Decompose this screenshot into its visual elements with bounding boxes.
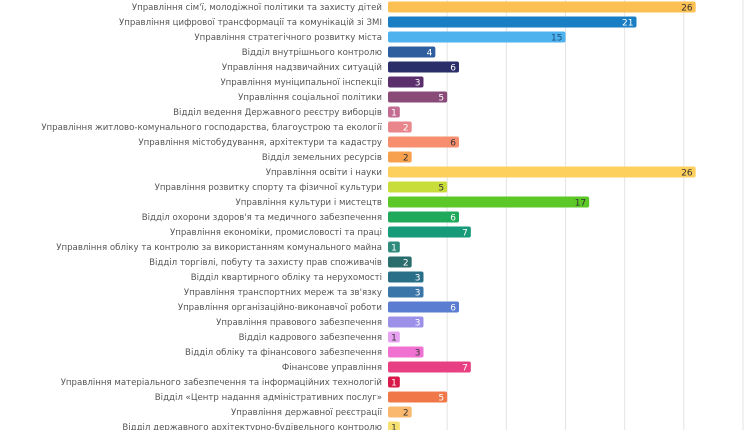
value-label: 3 <box>415 288 421 298</box>
category-label: Управління транспортних мереж та зв'язку <box>184 288 382 298</box>
value-label: 26 <box>681 168 693 178</box>
value-label: 5 <box>438 93 444 103</box>
bar <box>388 196 590 208</box>
bar <box>388 121 412 133</box>
category-label: Управління державної реєстрації <box>231 408 383 418</box>
category-label: Відділ обліку та фінансового забезпеченн… <box>185 348 382 358</box>
value-label: 7 <box>462 363 468 373</box>
bar <box>388 241 400 253</box>
value-label: 3 <box>415 348 421 358</box>
category-label: Управління обліку та контролю за викорис… <box>56 243 382 253</box>
value-label: 7 <box>462 228 468 238</box>
value-label: 6 <box>450 213 456 223</box>
bar <box>388 76 424 88</box>
value-label: 1 <box>391 423 397 430</box>
category-label: Відділ внутрішнього контролю <box>242 48 382 58</box>
value-label: 2 <box>403 258 409 268</box>
category-label: Відділ квартирного обліку та нерухомості <box>191 273 382 283</box>
value-label: 21 <box>622 18 633 28</box>
bar <box>388 316 424 328</box>
value-label: 2 <box>403 408 409 418</box>
bar <box>388 31 566 43</box>
category-label: Управління організаційно-виконавчої робо… <box>178 303 382 313</box>
bar <box>388 376 400 388</box>
value-label: 26 <box>681 3 693 13</box>
value-label: 5 <box>438 183 444 193</box>
bar <box>388 166 696 178</box>
bar <box>388 421 400 430</box>
value-label: 6 <box>450 63 456 73</box>
category-label: Управління розвитку спорту та фізичної к… <box>155 183 382 193</box>
category-label: Управління сім'ї, молодіжної політики та… <box>132 3 382 13</box>
value-label: 2 <box>403 153 409 163</box>
value-label: 6 <box>450 303 456 313</box>
category-label: Відділ ведення Державного реєстру виборц… <box>173 108 382 118</box>
value-label: 1 <box>391 333 397 343</box>
category-label: Управління соціальної політики <box>238 93 382 103</box>
bar <box>388 391 448 403</box>
category-label: Відділ державного архітектурно-будівельн… <box>122 423 382 430</box>
bar <box>388 286 424 298</box>
category-label: Управління містобудування, архітектури т… <box>138 138 382 148</box>
category-label: Управління стратегічного розвитку міста <box>194 33 382 43</box>
value-label: 5 <box>438 393 444 403</box>
bar <box>388 1 696 13</box>
bar <box>388 46 436 58</box>
value-label: 1 <box>391 378 397 388</box>
category-label: Відділ «Центр надання адміністративних п… <box>155 393 382 403</box>
value-label: 3 <box>415 318 421 328</box>
bar <box>388 346 424 358</box>
bar <box>388 106 400 118</box>
category-label: Відділ кадрового забезпечення <box>239 333 382 343</box>
category-label: Відділ охорони здоров'я та медичного заб… <box>142 213 382 223</box>
category-label: Управління матеріального забезпечення та… <box>61 378 382 388</box>
category-label: Управління муніципальної інспекції <box>220 78 382 88</box>
bar <box>388 271 424 283</box>
bar <box>388 331 400 343</box>
category-label: Управління житлово-комунального господар… <box>41 123 382 133</box>
category-label: Відділ земельних ресурсів <box>262 153 382 163</box>
category-label: Управління правового забезпечення <box>216 318 382 328</box>
bar <box>388 301 459 313</box>
bar <box>388 136 459 148</box>
bar <box>388 226 471 238</box>
category-label: Управління освіти і науки <box>266 168 382 178</box>
bar <box>388 151 412 163</box>
bar <box>388 256 412 268</box>
category-label: Управління надзвичайних ситуацій <box>222 63 382 73</box>
value-label: 1 <box>391 108 397 118</box>
value-label: 15 <box>551 33 562 43</box>
bar <box>388 211 459 223</box>
bar <box>388 16 637 28</box>
category-label: Відділ торгівлі, побуту та захисту прав … <box>149 258 382 268</box>
category-label: Фінансове управління <box>282 363 382 373</box>
bar <box>388 61 459 73</box>
bar <box>388 406 412 418</box>
bar <box>388 361 471 373</box>
value-label: 3 <box>415 78 421 88</box>
category-label: Управління економіки, промисловості та п… <box>170 228 382 238</box>
value-label: 1 <box>391 243 397 253</box>
value-label: 3 <box>415 273 421 283</box>
category-label: Управління цифрової трансформації та ком… <box>119 18 382 28</box>
value-label: 6 <box>450 138 456 148</box>
category-label: Управління культури і мистецтв <box>236 198 382 208</box>
value-label: 2 <box>403 123 409 133</box>
value-label: 17 <box>575 198 586 208</box>
bar <box>388 181 448 193</box>
bar <box>388 91 448 103</box>
value-label: 4 <box>427 48 433 58</box>
